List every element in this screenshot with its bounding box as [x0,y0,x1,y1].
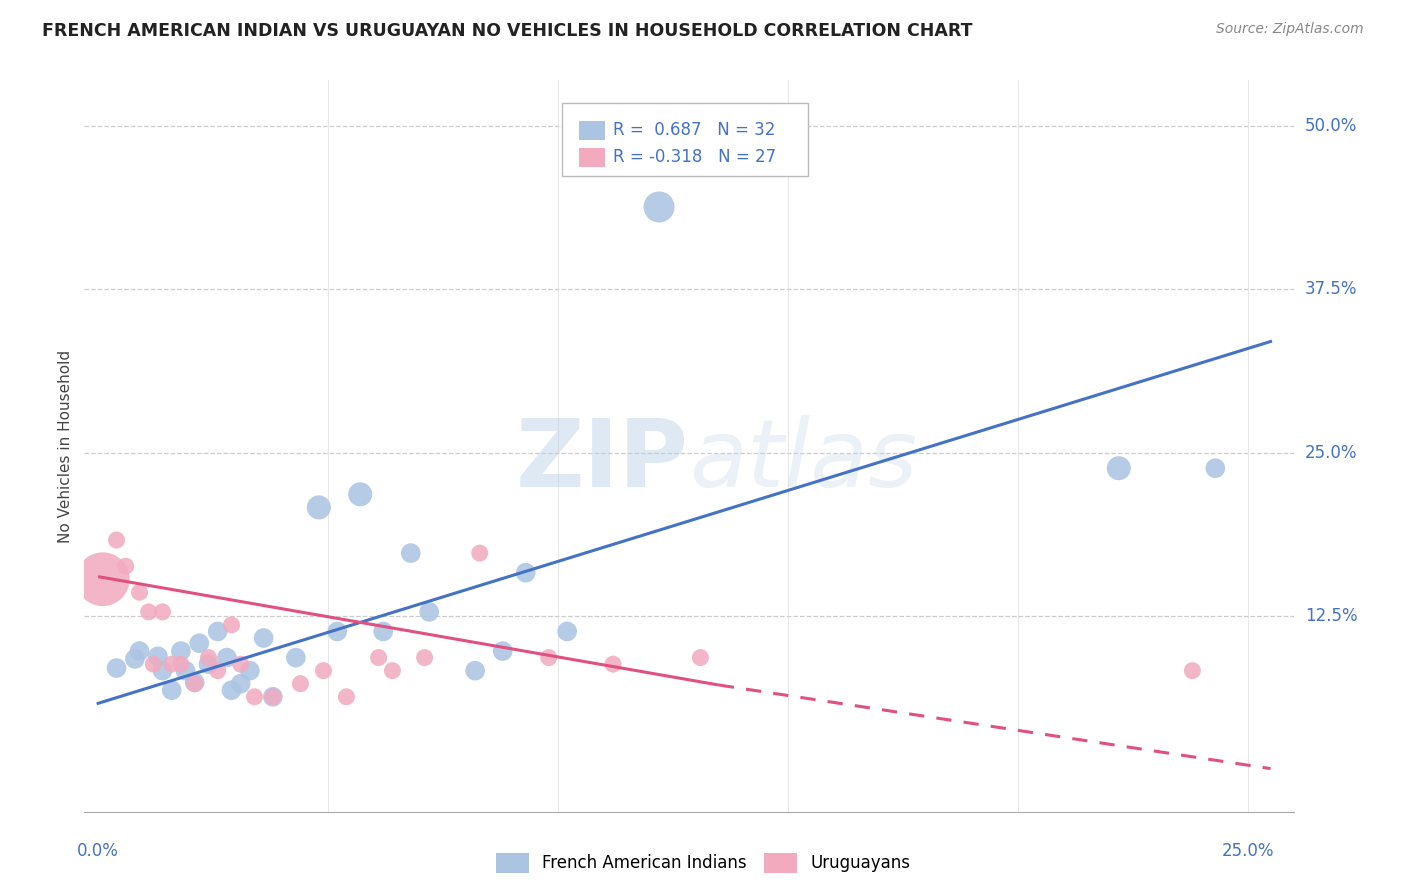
Point [335,690,357,704]
Point [349,487,371,501]
Point [221,683,243,698]
Point [128,585,150,599]
Point [183,675,205,690]
Point [138,605,160,619]
Point [367,650,389,665]
Point [124,652,146,666]
Point [221,618,243,632]
Point [1204,461,1226,475]
Point [555,624,578,639]
Point [170,657,193,672]
Point [229,676,252,690]
Point [128,644,150,658]
Point [689,650,711,665]
Text: 50.0%: 50.0% [1305,117,1357,135]
Point [215,650,238,665]
Point [142,657,165,672]
Point [253,631,276,645]
Text: Source: ZipAtlas.com: Source: ZipAtlas.com [1216,22,1364,37]
Point [326,624,349,639]
Point [418,605,440,619]
Point [105,533,128,547]
Point [229,657,252,672]
Point [262,690,284,704]
Text: ZIP: ZIP [516,415,689,507]
Point [413,650,436,665]
Legend: French American Indians, Uruguayans: French American Indians, Uruguayans [489,847,917,880]
Point [492,644,515,658]
Text: 12.5%: 12.5% [1305,607,1357,624]
Point [537,650,560,665]
Point [160,657,183,672]
Point [91,572,114,586]
Point [105,661,128,675]
Text: 25.0%: 25.0% [1305,443,1357,461]
Point [239,664,262,678]
Text: atlas: atlas [689,415,917,506]
Point [170,644,193,658]
Point [174,664,197,678]
Point [373,624,395,639]
Point [207,664,229,678]
Point [312,664,335,678]
Point [284,650,307,665]
Point [464,664,486,678]
Point [152,605,174,619]
Point [243,690,266,704]
Point [146,649,169,664]
Point [468,546,491,560]
Point [308,500,330,515]
Point [262,690,284,704]
Point [648,200,671,214]
Point [114,559,136,574]
Text: FRENCH AMERICAN INDIAN VS URUGUAYAN NO VEHICLES IN HOUSEHOLD CORRELATION CHART: FRENCH AMERICAN INDIAN VS URUGUAYAN NO V… [42,22,973,40]
Point [381,664,404,678]
Point [515,566,537,580]
Point [290,676,312,690]
Point [160,683,183,698]
Point [197,657,219,672]
Point [152,664,174,678]
Point [1108,461,1130,475]
Point [602,657,624,672]
Point [207,624,229,639]
Text: R = -0.318   N = 27: R = -0.318 N = 27 [613,148,776,167]
Point [197,650,219,665]
Text: 37.5%: 37.5% [1305,280,1357,298]
Point [399,546,422,560]
Point [183,676,205,690]
Point [1181,664,1204,678]
Point [188,636,211,650]
Y-axis label: No Vehicles in Household: No Vehicles in Household [58,350,73,542]
Text: 0.0%: 0.0% [77,842,120,860]
Text: 25.0%: 25.0% [1222,842,1274,860]
Text: R =  0.687   N = 32: R = 0.687 N = 32 [613,121,775,139]
